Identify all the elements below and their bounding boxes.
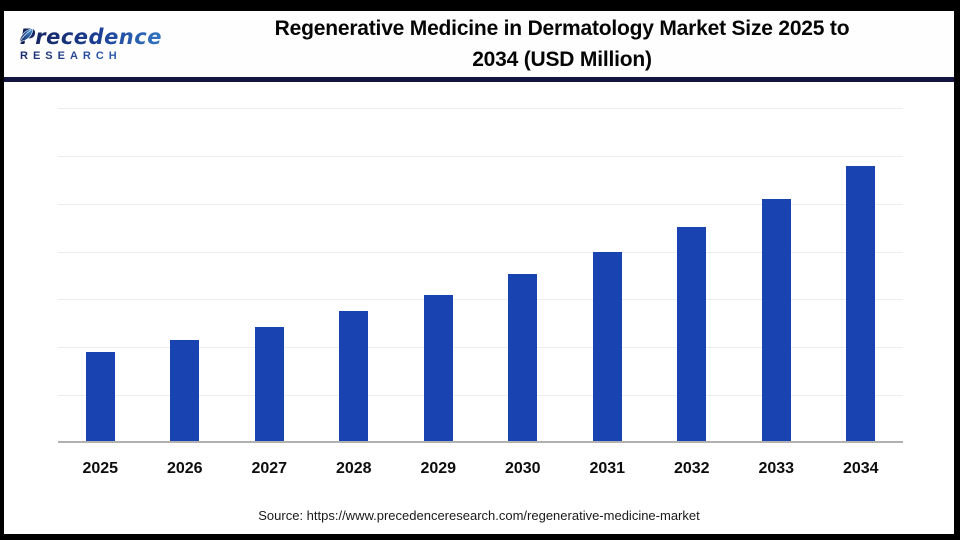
bar-2026 [170,340,200,441]
gridline [58,347,903,349]
x-tick-label-2032: 2032 [673,460,710,477]
bar-2028 [339,310,369,441]
chart-title-line1: Regenerative Medicine in Dermatology Mar… [274,17,850,40]
bar-2034 [846,166,876,441]
gridline [58,299,903,301]
x-tick-label-2031: 2031 [589,460,626,477]
x-tick-label-2028: 2028 [335,460,372,477]
bar-2031 [592,251,622,441]
bar-2033 [761,198,791,441]
bar-2030 [508,273,538,441]
leaf-icon [18,28,34,44]
x-tick-label-2026: 2026 [166,460,203,477]
bar-2025 [85,352,115,441]
x-tick-label-2034: 2034 [842,460,879,477]
bar-2027 [254,327,284,441]
x-tick-label-2033: 2033 [758,460,795,477]
source-citation: Source: https://www.precedenceresearch.c… [258,508,700,523]
bar-2032 [677,227,707,441]
x-axis-line [58,441,903,443]
x-tick-label-2027: 2027 [251,460,288,477]
x-tick-label-2025: 2025 [82,460,119,477]
chart-title-line2: 2034 (USD Million) [472,48,652,71]
bar-2029 [423,295,453,441]
header: Precedence RESEARCH Regenerative Medicin… [4,11,954,82]
chart-title: Regenerative Medicine in Dermatology Mar… [194,13,954,75]
gridline [58,203,903,205]
x-tick-label-2029: 2029 [420,460,457,477]
gridline [58,395,903,397]
logo-brand-text: Precedence [20,25,194,49]
x-tick-label-2030: 2030 [504,460,541,477]
gridline [58,155,903,157]
gridline [58,251,903,253]
brand-logo: Precedence RESEARCH [4,25,194,63]
gridline [58,108,903,109]
plot-area: 2025 2026 2027 2028 2029 2030 2031 2032 2033 2034 [58,108,903,477]
logo-sub-text: RESEARCH [20,50,194,63]
